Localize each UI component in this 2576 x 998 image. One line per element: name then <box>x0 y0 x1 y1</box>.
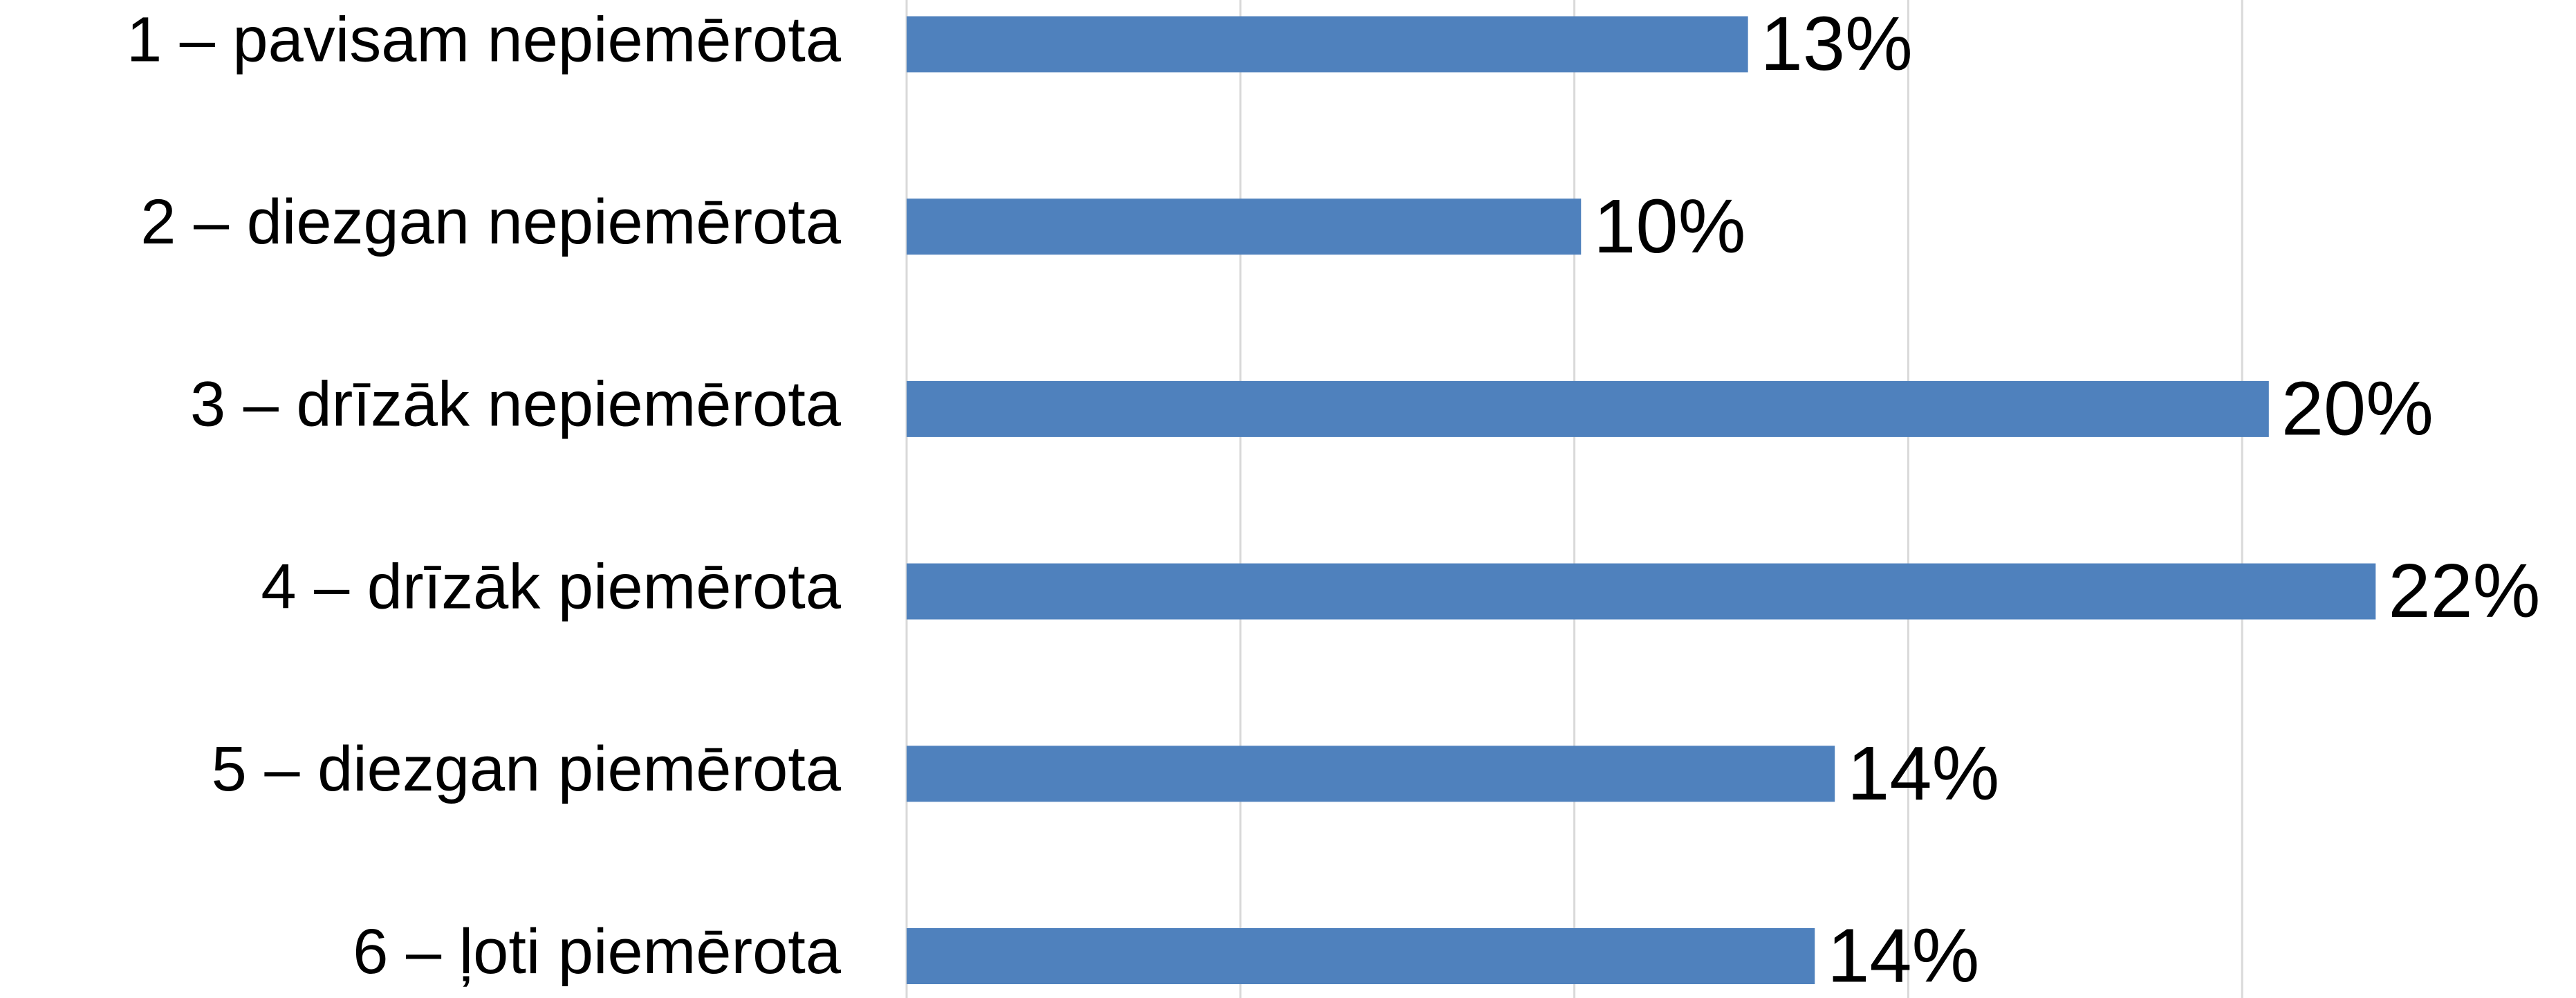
category-label: 4 – drīzāk piemērota <box>261 551 841 622</box>
bar <box>907 380 2269 437</box>
value-label: 22% <box>2388 548 2540 634</box>
value-label: 14% <box>1827 914 1979 998</box>
category-label: 2 – diezgan nepiemērota <box>140 187 842 257</box>
bar <box>907 746 1835 802</box>
value-label: 10% <box>1593 184 1745 269</box>
category-label: 5 – diezgan piemērota <box>212 734 842 804</box>
value-label: 20% <box>2281 366 2434 451</box>
bar <box>907 198 1582 255</box>
category-label: 1 – pavisam nepiemērota <box>127 4 842 75</box>
value-label: 13% <box>1761 1 1913 86</box>
category-label: 3 – drīzāk nepiemērota <box>190 369 842 440</box>
bar <box>907 16 1748 73</box>
value-label: 14% <box>1847 731 1999 816</box>
bar <box>907 928 1815 984</box>
bar <box>907 563 2376 620</box>
category-label: 6 – ļoti piemērota <box>353 916 842 987</box>
